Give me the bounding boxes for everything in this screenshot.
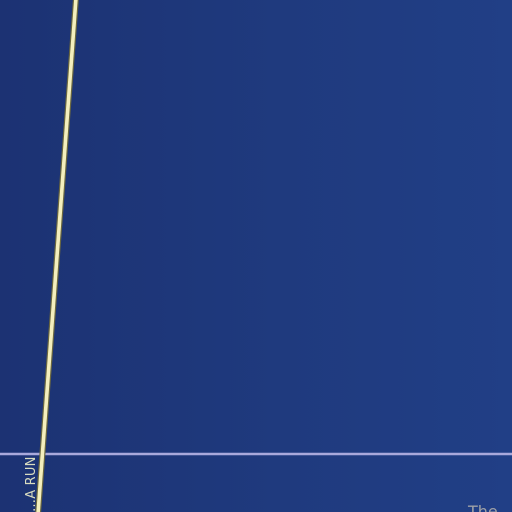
road-line[interactable] <box>36 0 78 512</box>
road-label: …A RUN <box>24 457 39 512</box>
place-label: The <box>467 502 498 512</box>
